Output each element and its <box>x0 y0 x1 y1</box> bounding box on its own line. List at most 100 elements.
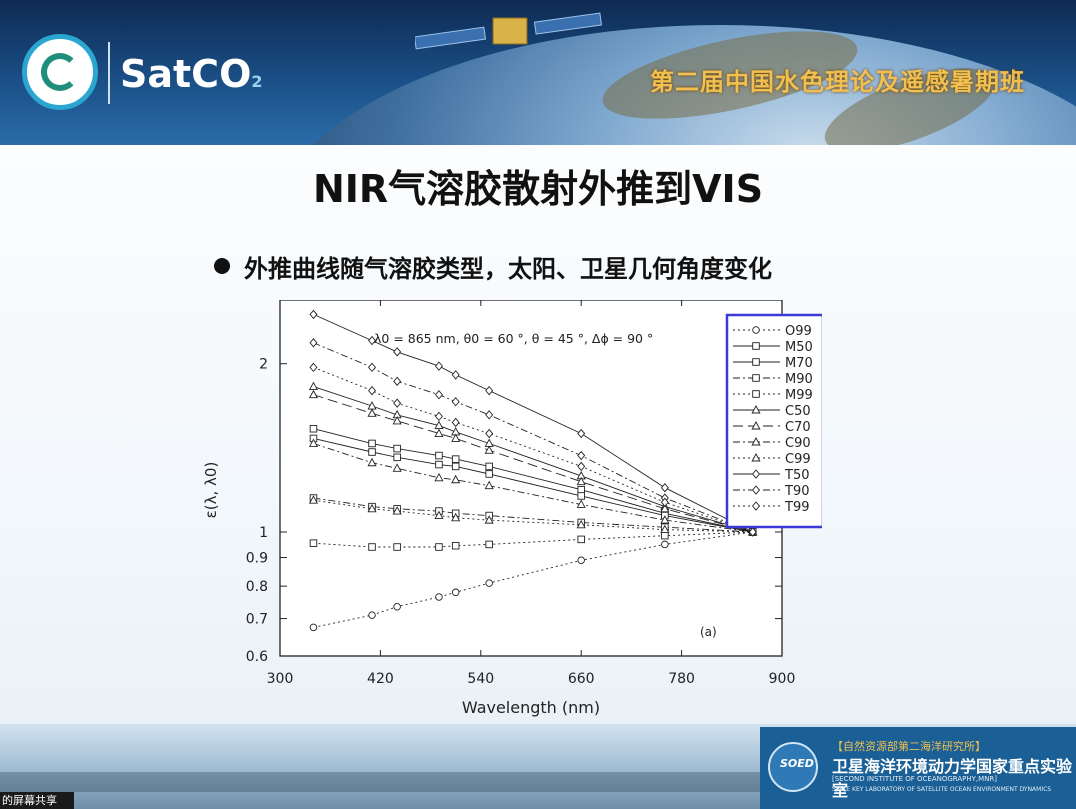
data-point <box>435 543 443 551</box>
x-tick-label: 540 <box>467 671 494 687</box>
data-point <box>309 362 318 373</box>
screen-share-label[interactable]: 的屏幕共享 <box>0 792 74 809</box>
data-point <box>451 397 460 407</box>
legend-label: C50 <box>785 404 811 419</box>
slide-title: NIR气溶胶散射外推到VIS <box>312 167 764 211</box>
data-point <box>660 497 669 508</box>
data-point <box>451 588 460 597</box>
data-point <box>660 483 669 493</box>
legend-item: O99 <box>733 324 812 339</box>
data-point <box>308 495 319 504</box>
series-line <box>313 443 753 533</box>
data-point <box>752 501 760 511</box>
satellite-icon <box>415 12 603 50</box>
data-point <box>434 428 444 437</box>
header-banner: SatCO2 第二届中国水色理论及遥感暑期班 <box>0 0 1076 145</box>
logo-text: SatCO2 <box>120 52 263 96</box>
data-point <box>485 462 493 471</box>
data-point <box>660 524 670 534</box>
data-point <box>485 540 493 549</box>
y-tick-label: 0.7 <box>246 612 268 628</box>
y-tick-label: 0.9 <box>246 551 268 567</box>
data-point <box>368 362 377 373</box>
legend-item: M70 <box>733 356 813 371</box>
data-point <box>485 410 494 420</box>
series-line <box>313 366 753 533</box>
banner-title: 第二届中国水色理论及遥感暑期班 <box>650 68 1025 96</box>
data-point <box>751 405 761 414</box>
institute-logo-text: SOED <box>780 757 814 770</box>
data-point <box>368 439 376 448</box>
data-point <box>752 358 760 366</box>
data-point <box>485 428 494 439</box>
data-point <box>367 503 377 513</box>
bullet-text: 外推曲线随气溶胶类型，太阳、卫星几何角度变化 <box>244 255 772 283</box>
data-point <box>309 424 318 433</box>
data-point <box>752 342 760 350</box>
data-point <box>434 411 443 422</box>
data-point <box>451 541 460 550</box>
chart-annotation: λ0 = 865 nm, θ0 = 60 °, θ = 45 °, Δϕ = 9… <box>374 331 653 346</box>
legend-item: T50 <box>733 468 809 483</box>
data-point <box>393 398 402 408</box>
legend-label: C90 <box>785 436 811 451</box>
data-point <box>368 385 377 396</box>
legend-label: M90 <box>785 372 813 387</box>
legend-label: M70 <box>785 356 813 371</box>
data-point <box>751 421 761 430</box>
x-tick-label: 300 <box>267 671 294 687</box>
panel-label: (a) <box>700 625 717 639</box>
data-point <box>484 515 494 524</box>
data-point <box>393 602 401 611</box>
legend-item: T99 <box>733 500 809 515</box>
institute-name-en: [SECOND INSTITUTE OF OCEANOGRAPHY,MNR] <box>832 775 998 783</box>
legend-label: M99 <box>785 388 813 403</box>
institute-logo <box>768 742 818 792</box>
y-tick-label: 0.8 <box>246 579 268 595</box>
data-point <box>367 457 377 467</box>
data-point <box>393 453 401 462</box>
data-point <box>435 451 443 460</box>
data-point <box>451 462 460 471</box>
data-point <box>434 390 443 400</box>
series-t50 <box>309 309 757 537</box>
legend-label: T99 <box>784 500 809 515</box>
data-point <box>484 480 494 490</box>
data-point <box>434 510 444 520</box>
lab-name-en: STATE KEY LABORATORY OF SATELLITE OCEAN … <box>832 786 1052 793</box>
series-c99 <box>308 495 758 536</box>
data-point <box>752 374 760 382</box>
data-point <box>451 433 461 442</box>
y-axis-label: ε(λ, λ0) <box>202 462 220 519</box>
logo-subscript: 2 <box>251 72 263 91</box>
series-t99 <box>309 362 757 537</box>
data-point <box>576 476 586 486</box>
y-tick-label: 2 <box>259 357 268 373</box>
data-point <box>751 453 761 462</box>
x-tick-label: 780 <box>668 671 695 687</box>
data-point <box>660 503 670 513</box>
y-tick-label: 1 <box>259 525 268 541</box>
data-point <box>577 450 586 461</box>
data-point <box>309 623 318 632</box>
data-point <box>752 469 760 479</box>
data-point <box>577 485 585 494</box>
data-point <box>309 539 318 547</box>
data-point <box>485 470 493 478</box>
data-point <box>393 376 402 387</box>
x-axis-label: Wavelength (nm) <box>462 698 600 717</box>
legend-item: M50 <box>733 340 813 355</box>
data-point <box>368 335 377 346</box>
legend-item: M99 <box>733 388 813 403</box>
legend-item: C99 <box>733 452 811 467</box>
data-point <box>393 444 401 453</box>
data-point <box>451 417 460 428</box>
institute-name-cn: 【自然资源部第二海洋研究所】 <box>832 740 986 753</box>
data-point <box>451 512 461 522</box>
data-point <box>485 385 494 396</box>
logo-swirl-icon <box>41 53 79 91</box>
data-point <box>451 455 460 463</box>
data-point <box>451 370 460 380</box>
series-layer <box>308 309 758 632</box>
data-point <box>392 463 402 472</box>
